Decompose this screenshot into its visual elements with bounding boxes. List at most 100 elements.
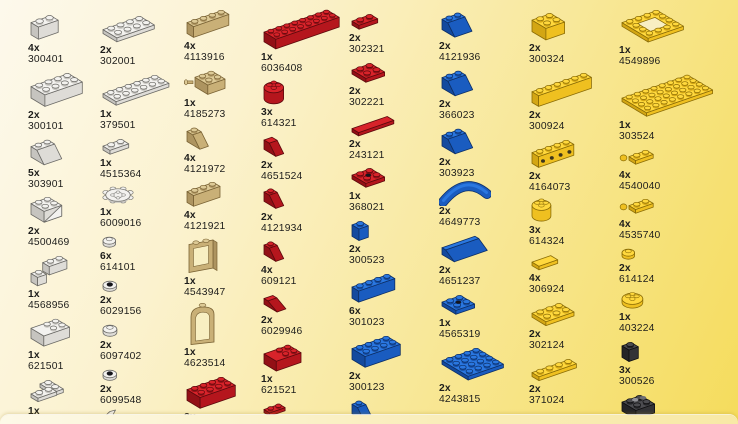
part-number: 4549896 [619,55,661,67]
tile-piece-icon [529,250,617,273]
part-number: 302221 [349,96,385,108]
part-item[interactable]: 2x 6099548 [100,365,180,407]
part-item[interactable]: 1x 379501 [100,70,180,132]
part-item[interactable]: 4x 4535740 [619,194,737,242]
part-item[interactable]: 1x 4549896 [619,5,737,68]
part-quantity: 1x [100,157,112,169]
part-quantity: 2x [100,339,112,351]
tile-piece-icon [349,111,435,139]
part-item[interactable]: 1x 4623514 [184,301,260,370]
part-number: 4500469 [28,237,70,249]
part-item[interactable]: 4x 609121 [261,237,347,288]
part-number: 303901 [28,178,64,190]
part-item[interactable]: 1x 368021 [349,163,435,214]
part-number: 300123 [349,381,385,393]
part-quantity: 1x [261,52,273,63]
part-item[interactable]: 2x 300123 [349,331,435,394]
part-item[interactable]: 3x 300526 [619,337,737,388]
disc-piece-icon [100,232,180,251]
part-number: 4113916 [184,51,225,63]
part-item[interactable]: 1x 621501 [28,314,100,373]
part-number: 6036408 [261,62,303,74]
part-quantity: 2x [439,156,451,168]
part-quantity: 2x [529,43,541,54]
part-number: 4651237 [439,276,481,288]
part-item[interactable]: 2x 6097402 [100,320,180,363]
part-item[interactable]: 2x 4164073 [529,135,617,194]
slope-piece-icon [28,135,100,168]
part-item[interactable]: 1x 4568956 [28,251,100,312]
part-item[interactable]: 1x 4515364 [100,134,180,181]
brick-piece-icon [349,331,435,371]
part-item[interactable]: 2x 4121934 [261,184,347,235]
part-quantity: 2x [439,98,451,110]
part-item[interactable]: 2x 303923 [439,124,527,180]
part-item[interactable]: 4x 4540040 [619,145,737,193]
part-item[interactable]: 1x 303524 [619,70,737,143]
parts-column: 1x 6036408 3x 614321 2x 4651524 2x 4121934 4x 609… [261,5,347,424]
part-item[interactable]: 2x 6029946 [261,290,347,338]
part-item[interactable]: 1x 6036408 [261,5,347,75]
part-item[interactable]: 6x 301023 [349,269,435,329]
part-quantity: 2x [529,383,541,395]
part-item[interactable]: 2x 4121936 [439,8,527,64]
parts-column: 2x 302321 2x 302221 2x 243121 1x 368021 2x 300523… [349,9,435,424]
brick-piece-icon [349,216,435,244]
part-item[interactable]: 2x 302001 [100,11,180,68]
part-item[interactable]: 2x 366023 [439,66,527,122]
part-item[interactable]: 2x 300324 [529,8,617,66]
part-item[interactable]: 2x 4649773 [438,181,527,229]
part-number: 403224 [619,322,655,334]
part-item[interactable]: 4x 300401 [28,10,100,66]
part-item[interactable]: 2x 4243815 [439,343,527,406]
rounddisc-piece-icon [619,288,737,312]
slope-piece-icon [261,237,347,265]
part-item[interactable]: 2x 300924 [529,68,617,133]
part-item[interactable]: 4x 4121972 [184,123,260,176]
part-item[interactable]: 4x 4113916 [184,5,260,64]
part-item[interactable]: 2x 302124 [529,298,617,352]
part-item[interactable]: 2x 4651524 [261,132,347,183]
part-item[interactable]: 2x 302321 [349,9,435,56]
part-item[interactable]: 2x 243121 [349,111,435,162]
part-item[interactable]: 2x 4651237 [439,231,527,288]
roundbrick-piece-icon [261,77,347,107]
arch-piece-icon [438,181,527,208]
part-number: 4543947 [184,287,226,299]
part-item[interactable]: 6x 614101 [100,232,180,274]
part-number: 614101 [100,262,136,274]
part-item[interactable]: 3x 614324 [529,195,617,248]
part-item[interactable]: 2x 302221 [349,58,435,109]
part-quantity: 2x [261,315,273,327]
part-item[interactable]: 1x4288212 [619,390,737,424]
part-number: 368021 [349,202,385,214]
part-quantity: 1x [184,276,196,288]
part-quantity: 1x [28,289,40,301]
part-quantity: 6x [100,251,112,263]
part-item[interactable]: 2x 300523 [349,216,435,267]
slope-piece-icon [439,66,527,99]
part-item[interactable]: 1x 6009016 [100,182,180,230]
part-number: 4651524 [261,170,303,182]
part-item[interactable]: 1x 4543947 [184,235,260,299]
part-item[interactable]: 4x 306924 [529,250,617,296]
part-number: 300523 [349,255,385,267]
part-item[interactable]: 2x 6029156 [100,276,180,318]
part-item[interactable]: 4x 4121921 [184,177,260,233]
part-quantity: 1x [261,373,273,385]
part-item[interactable]: 1x 4565319 [439,290,527,341]
clipplate-piece-icon [619,194,737,219]
part-number: 6099548 [100,394,142,406]
part-item[interactable]: 2x 614124 [619,244,737,286]
part-item[interactable]: 1x 4185273 [184,66,260,121]
part-item[interactable]: 2x 4500469 [28,192,100,249]
part-item[interactable]: 2x 371024 [529,354,617,407]
plate-piece-icon [349,58,435,86]
part-item[interactable]: 3x 614321 [261,77,347,130]
part-item[interactable]: 2x 300101 [28,68,100,133]
part-item[interactable]: 5x 303901 [28,135,100,191]
part-item[interactable]: 1x 621521 [261,340,347,397]
part-item[interactable]: 1x 403224 [619,288,737,335]
part-quantity: 2x [261,159,273,171]
part-number: 4565319 [439,328,481,340]
